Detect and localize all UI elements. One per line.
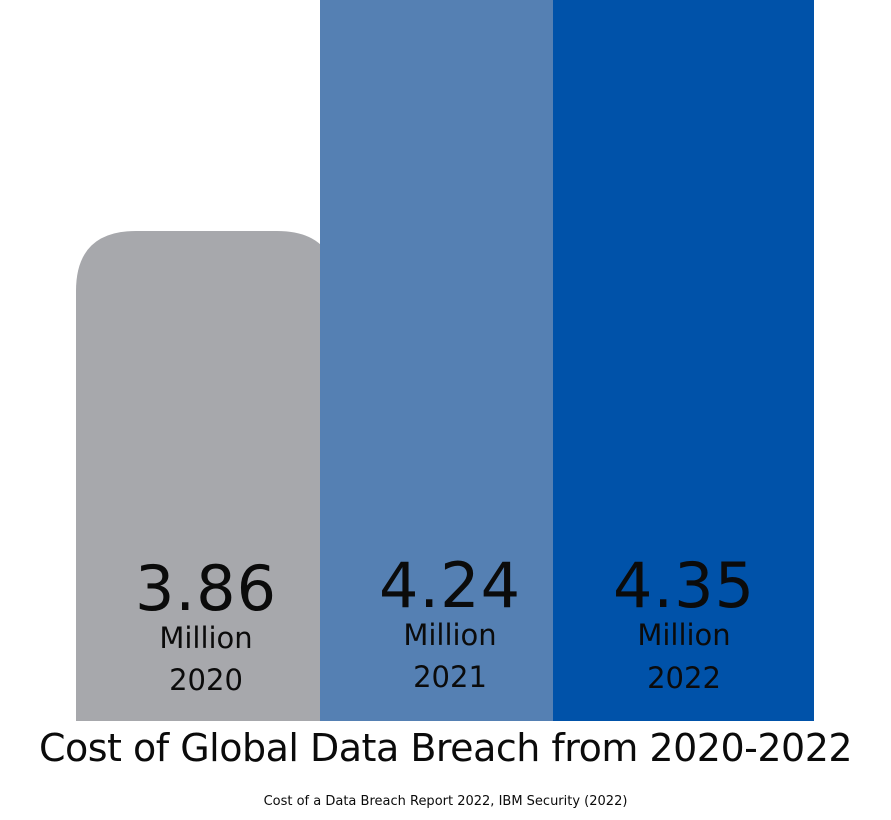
- value-label-2022: 4.35: [613, 549, 755, 622]
- category-label-2021: 2021: [413, 660, 487, 694]
- bar-labels-group: 3.86Million20204.24Million20214.35Millio…: [135, 549, 755, 697]
- chart-source: Cost of a Data Breach Report 2022, IBM S…: [263, 794, 628, 809]
- bar-2021: [320, 0, 581, 721]
- bar-2022: [553, 0, 814, 721]
- unit-label-2020: Million: [159, 621, 252, 655]
- chart-title: Cost of Global Data Breach from 2020-202…: [38, 726, 853, 770]
- category-label-2020: 2020: [169, 663, 243, 697]
- bar-2020: [76, 231, 337, 721]
- unit-label-2021: Million: [403, 618, 496, 652]
- category-label-2022: 2022: [647, 661, 721, 695]
- unit-label-2022: Million: [637, 618, 730, 652]
- bars-group: [76, 0, 814, 721]
- value-label-2021: 4.24: [379, 549, 521, 622]
- value-label-2020: 3.86: [135, 552, 277, 625]
